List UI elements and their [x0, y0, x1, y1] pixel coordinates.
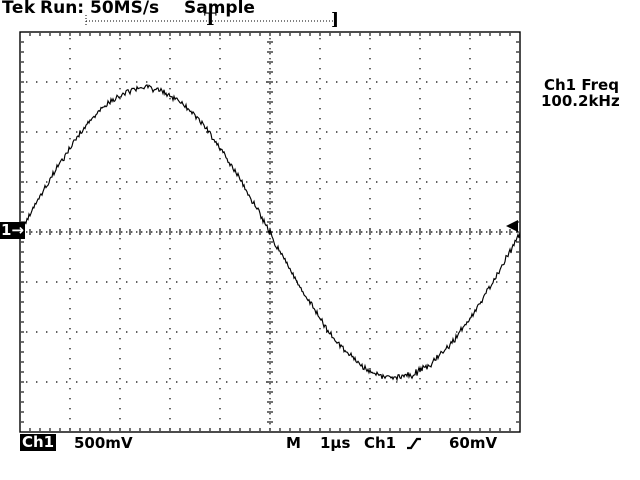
- acquisition-mode: Sample: [184, 0, 255, 18]
- trigger-level-arrow-icon: [506, 220, 518, 232]
- rising-edge-icon: [406, 436, 422, 455]
- timebase-prefix: M: [286, 434, 301, 452]
- measurement-value: 100.2kHz: [541, 92, 620, 110]
- trigger-source: Ch1: [364, 434, 397, 452]
- channel1-position-marker: 1→: [0, 221, 26, 239]
- trigger-level: 60mV: [449, 434, 498, 452]
- channel1-badge: Ch1: [20, 433, 57, 451]
- tek-logo: Tek: [2, 0, 36, 18]
- measurement-title: Ch1 Freq: [544, 76, 619, 94]
- run-status: Run: 50MS/s: [40, 0, 160, 18]
- channel1-trace: [19, 84, 521, 382]
- trigger-position-marker: T: [204, 10, 217, 30]
- channel1-scale: 500mV: [74, 434, 133, 452]
- record-view-bracket: ]: [331, 10, 340, 30]
- timebase-value: 1µs: [320, 434, 351, 452]
